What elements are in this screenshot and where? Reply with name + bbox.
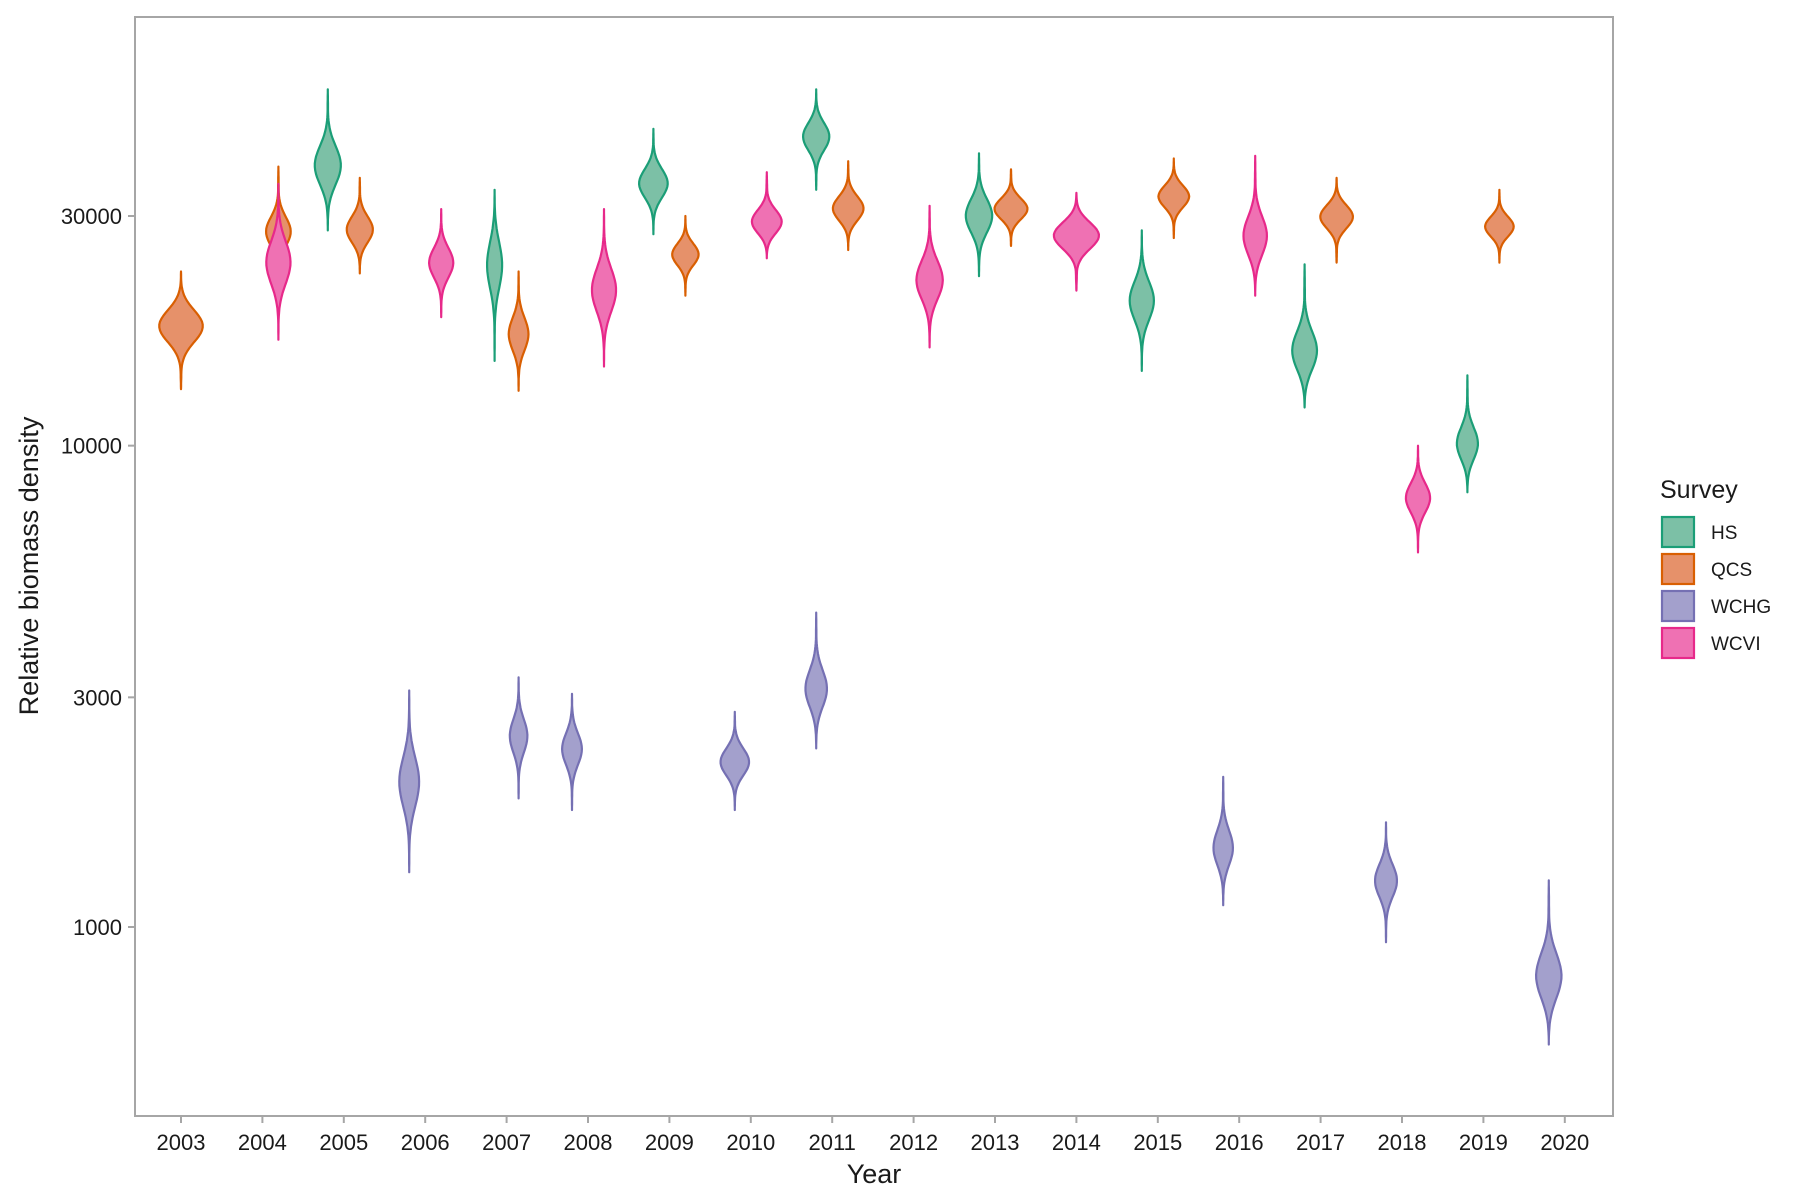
violin-wchg-2020 bbox=[1535, 879, 1563, 1046]
violin-qcs-2003 bbox=[158, 270, 204, 391]
y-axis-title: Relative biomass density bbox=[14, 416, 44, 715]
x-tick-label: 2013 bbox=[971, 1130, 1020, 1155]
violin-qcs-2011 bbox=[831, 160, 865, 252]
violin-wchg-2010 bbox=[719, 710, 751, 812]
violin-hs-2007 bbox=[486, 188, 504, 362]
x-tick-label: 2007 bbox=[482, 1130, 531, 1155]
violin-hs-2009 bbox=[638, 127, 669, 236]
legend-key-wchg bbox=[1660, 589, 1696, 623]
x-tick-label: 2020 bbox=[1540, 1130, 1589, 1155]
legend-title: Survey bbox=[1660, 476, 1738, 504]
x-tick-label: 2003 bbox=[157, 1130, 206, 1155]
violin-wcvi-2014 bbox=[1052, 191, 1100, 292]
violin-hs-2019 bbox=[1455, 374, 1479, 494]
violin-hs-2015 bbox=[1128, 229, 1155, 372]
violin-qcs-2005 bbox=[345, 176, 374, 275]
violin-hs-2011 bbox=[802, 88, 831, 191]
violin-hs-2013 bbox=[964, 152, 994, 278]
x-axis: 2003 2004 2005 2006 2007 2008 2009 2010 2011 2012… bbox=[157, 1116, 1589, 1155]
x-tick-label: 2004 bbox=[238, 1130, 287, 1155]
violin-qcs-2007 bbox=[507, 270, 530, 392]
legend: Survey HS QCS WCHG WCVI bbox=[1660, 476, 1771, 660]
violins-layer bbox=[158, 88, 1563, 1046]
violin-qcs-2017 bbox=[1319, 176, 1354, 264]
violin-wcvi-2018 bbox=[1404, 444, 1432, 554]
violin-wchg-2006 bbox=[398, 689, 421, 874]
x-tick-label: 2008 bbox=[564, 1130, 613, 1155]
violin-wcvi-2012 bbox=[915, 204, 944, 349]
violin-qcs-2019 bbox=[1484, 188, 1515, 264]
x-tick-label: 2019 bbox=[1459, 1130, 1508, 1155]
y-tick-label: 30000 bbox=[61, 204, 122, 229]
x-tick-label: 2016 bbox=[1215, 1130, 1264, 1155]
legend-key-hs bbox=[1660, 515, 1696, 549]
x-tick-label: 2006 bbox=[401, 1130, 450, 1155]
violin-wchg-2011 bbox=[804, 611, 828, 750]
x-axis-title: Year bbox=[847, 1159, 902, 1189]
violin-hs-2017 bbox=[1291, 263, 1319, 409]
x-tick-label: 2005 bbox=[319, 1130, 368, 1155]
violin-qcs-2015 bbox=[1157, 157, 1191, 240]
x-tick-label: 2010 bbox=[726, 1130, 775, 1155]
x-tick-label: 2015 bbox=[1133, 1130, 1182, 1155]
violin-qcs-2009 bbox=[671, 214, 700, 297]
violin-wchg-2016 bbox=[1212, 775, 1234, 907]
plot-panel bbox=[134, 16, 1614, 1117]
y-tick-label: 3000 bbox=[73, 685, 122, 710]
y-axis: 1000 3000 10000 30000 bbox=[61, 204, 135, 940]
x-tick-label: 2011 bbox=[809, 1130, 856, 1155]
legend-label-wchg: WCHG bbox=[1711, 597, 1771, 618]
violin-wcvi-2004 bbox=[265, 182, 292, 341]
violin-wcvi-2016 bbox=[1242, 154, 1268, 297]
y-tick-label: 10000 bbox=[61, 434, 122, 459]
violin-wchg-2008 bbox=[561, 692, 583, 812]
legend-key-qcs bbox=[1660, 552, 1696, 586]
legend-label-hs: HS bbox=[1711, 523, 1737, 544]
legend-label-qcs: QCS bbox=[1711, 560, 1752, 581]
violin-wcvi-2010 bbox=[750, 171, 783, 260]
x-tick-label: 2012 bbox=[889, 1130, 938, 1155]
violin-qcs-2013 bbox=[993, 168, 1029, 247]
y-tick-label: 1000 bbox=[73, 915, 122, 940]
legend-key-wcvi bbox=[1660, 626, 1696, 660]
violin-wcvi-2008 bbox=[590, 208, 618, 368]
violin-wcvi-2006 bbox=[428, 208, 455, 319]
violin-wchg-2018 bbox=[1374, 821, 1398, 944]
x-tick-label: 2017 bbox=[1296, 1130, 1345, 1155]
violin-wchg-2007 bbox=[508, 676, 529, 800]
violin-hs-2005 bbox=[313, 88, 342, 232]
x-tick-label: 2009 bbox=[645, 1130, 694, 1155]
x-tick-label: 2018 bbox=[1378, 1130, 1427, 1155]
legend-label-wcvi: WCVI bbox=[1711, 634, 1761, 655]
x-tick-label: 2014 bbox=[1052, 1130, 1101, 1155]
